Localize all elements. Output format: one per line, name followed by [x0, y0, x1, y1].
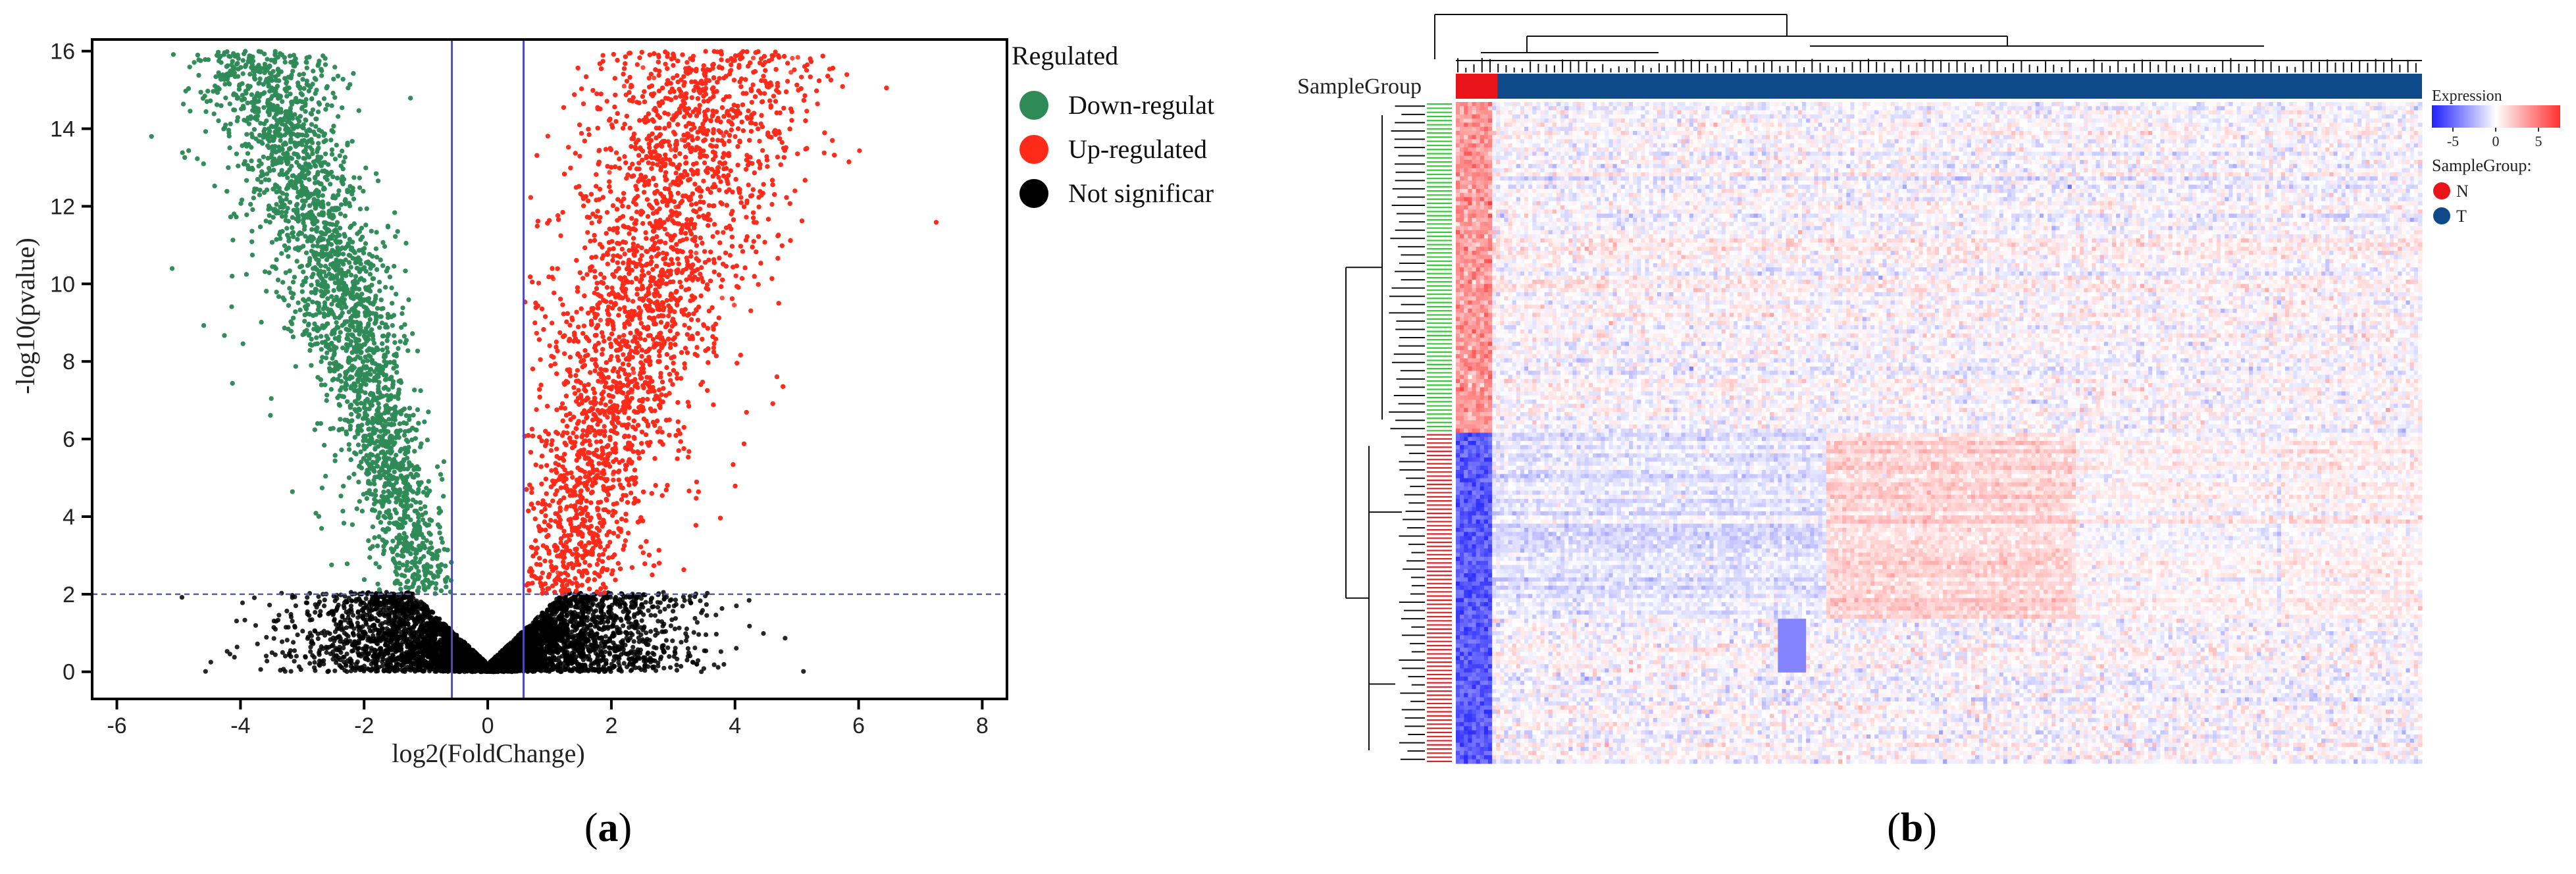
point-ns	[656, 605, 660, 609]
point-ns	[648, 629, 653, 634]
point-ns	[734, 646, 738, 650]
point-ns	[664, 638, 669, 642]
point-ns	[669, 623, 673, 628]
point-ns	[747, 598, 752, 603]
point-ns	[291, 640, 296, 644]
point-ns	[712, 663, 717, 667]
figure: -6 -4 -2 0 2 4 6 8 0 2 4 6 8 10 12 14 16 log2(FoldChang…	[0, 0, 2576, 871]
volcano-points	[149, 49, 939, 674]
point-ns	[668, 665, 673, 670]
point-ns	[666, 604, 671, 609]
point-ns	[180, 595, 184, 600]
figure-canvas: -6 -4 -2 0 2 4 6 8 0246810121416 log2(FoldChang…	[0, 0, 2576, 871]
